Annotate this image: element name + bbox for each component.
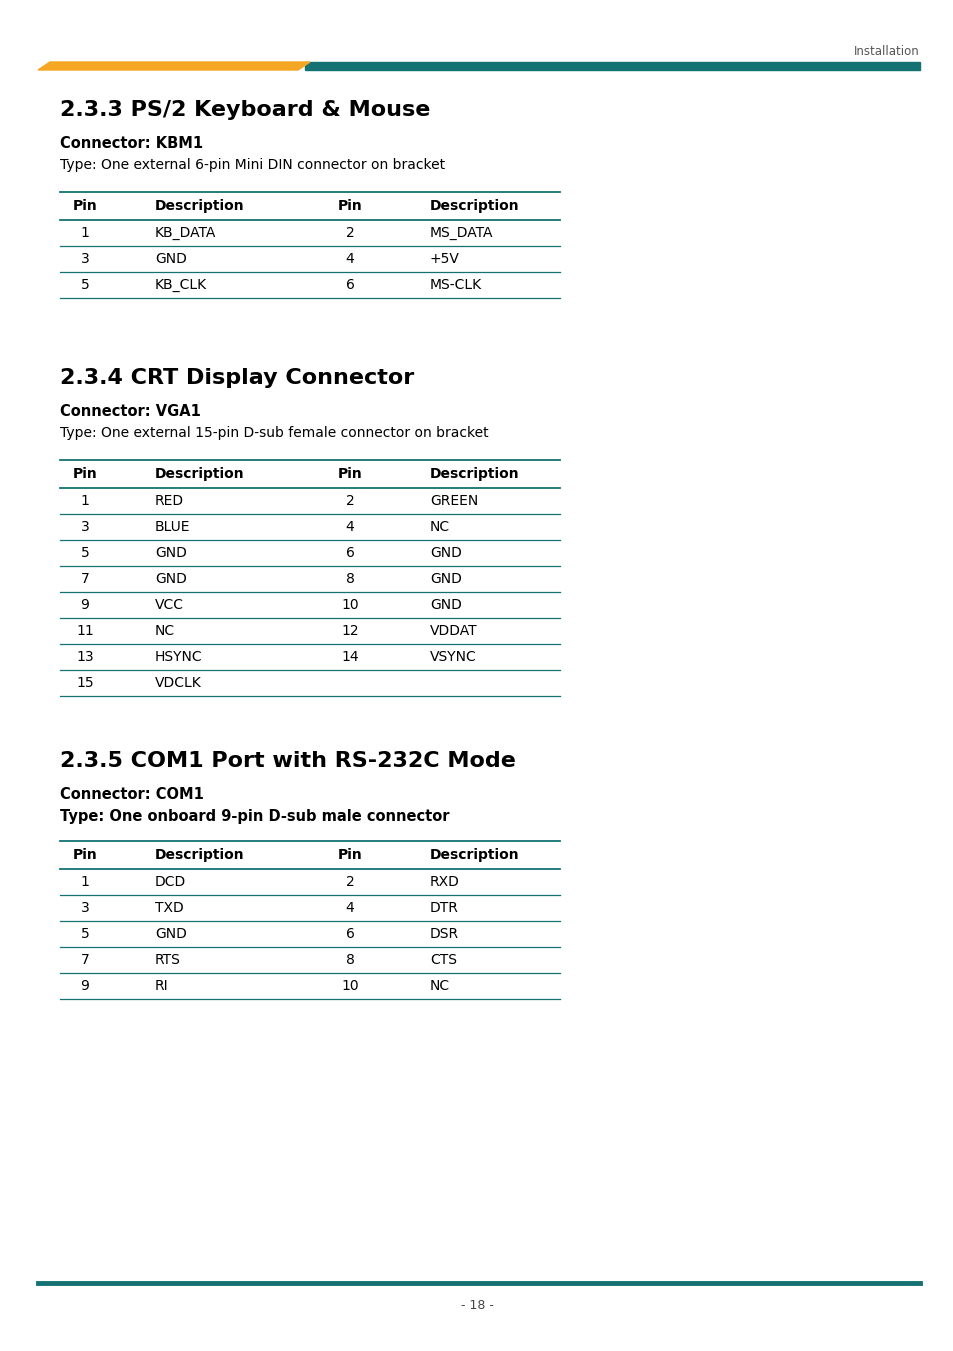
Text: Connector: COM1: Connector: COM1 <box>60 788 204 802</box>
Text: VSYNC: VSYNC <box>430 650 476 663</box>
Text: 8: 8 <box>345 952 355 967</box>
Text: 10: 10 <box>341 979 358 993</box>
Text: Description: Description <box>430 199 519 213</box>
Text: KB_CLK: KB_CLK <box>154 278 207 292</box>
Text: 2.3.3 PS/2 Keyboard & Mouse: 2.3.3 PS/2 Keyboard & Mouse <box>60 100 430 120</box>
Text: KB_DATA: KB_DATA <box>154 226 216 240</box>
Text: Type: One external 6-pin Mini DIN connector on bracket: Type: One external 6-pin Mini DIN connec… <box>60 158 445 172</box>
Text: VDCLK: VDCLK <box>154 676 201 690</box>
Text: - 18 -: - 18 - <box>460 1300 493 1312</box>
Text: 5: 5 <box>81 546 90 561</box>
Text: +5V: +5V <box>430 253 459 266</box>
Text: Description: Description <box>430 848 519 862</box>
Text: NC: NC <box>430 520 450 534</box>
Text: MS-CLK: MS-CLK <box>430 278 481 292</box>
Text: 6: 6 <box>345 546 355 561</box>
Text: DTR: DTR <box>430 901 458 915</box>
Text: 1: 1 <box>80 494 90 508</box>
Text: 9: 9 <box>80 979 90 993</box>
Text: 11: 11 <box>76 624 93 638</box>
Polygon shape <box>38 62 310 70</box>
Text: MS_DATA: MS_DATA <box>430 226 493 240</box>
Text: 1: 1 <box>80 875 90 889</box>
Text: NC: NC <box>154 624 175 638</box>
Text: BLUE: BLUE <box>154 520 191 534</box>
Text: 7: 7 <box>81 952 90 967</box>
Text: 6: 6 <box>345 927 355 942</box>
Text: 6: 6 <box>345 278 355 292</box>
Text: Installation: Installation <box>853 45 919 58</box>
Text: Type: One onboard 9-pin D-sub male connector: Type: One onboard 9-pin D-sub male conne… <box>60 809 449 824</box>
Text: TXD: TXD <box>154 901 184 915</box>
Text: 4: 4 <box>345 253 354 266</box>
Text: GND: GND <box>430 598 461 612</box>
Text: RXD: RXD <box>430 875 459 889</box>
Text: Pin: Pin <box>72 199 97 213</box>
Text: Type: One external 15-pin D-sub female connector on bracket: Type: One external 15-pin D-sub female c… <box>60 426 488 440</box>
Text: VDDAT: VDDAT <box>430 624 477 638</box>
Text: 2: 2 <box>345 494 354 508</box>
Text: 3: 3 <box>81 901 90 915</box>
Text: Description: Description <box>154 848 244 862</box>
Text: Description: Description <box>154 467 244 481</box>
Text: Pin: Pin <box>337 467 362 481</box>
Text: 9: 9 <box>80 598 90 612</box>
Text: DSR: DSR <box>430 927 458 942</box>
Text: GREEN: GREEN <box>430 494 477 508</box>
Text: Description: Description <box>430 467 519 481</box>
Text: 10: 10 <box>341 598 358 612</box>
Text: 5: 5 <box>81 927 90 942</box>
Text: 2.3.5 COM1 Port with RS-232C Mode: 2.3.5 COM1 Port with RS-232C Mode <box>60 751 516 771</box>
Text: GND: GND <box>430 546 461 561</box>
Text: 3: 3 <box>81 520 90 534</box>
Text: GND: GND <box>154 571 187 586</box>
Text: RED: RED <box>154 494 184 508</box>
Text: 3: 3 <box>81 253 90 266</box>
Text: 2.3.4 CRT Display Connector: 2.3.4 CRT Display Connector <box>60 367 414 388</box>
Text: Pin: Pin <box>337 848 362 862</box>
Text: Pin: Pin <box>72 467 97 481</box>
Text: 12: 12 <box>341 624 358 638</box>
Text: 13: 13 <box>76 650 93 663</box>
Text: Description: Description <box>154 199 244 213</box>
Text: 4: 4 <box>345 901 354 915</box>
Text: Pin: Pin <box>337 199 362 213</box>
Text: VCC: VCC <box>154 598 184 612</box>
Text: CTS: CTS <box>430 952 456 967</box>
Text: 14: 14 <box>341 650 358 663</box>
Text: RI: RI <box>154 979 169 993</box>
Text: 15: 15 <box>76 676 93 690</box>
Text: GND: GND <box>154 546 187 561</box>
Text: 2: 2 <box>345 226 354 240</box>
Text: GND: GND <box>154 253 187 266</box>
Text: DCD: DCD <box>154 875 186 889</box>
Text: 1: 1 <box>80 226 90 240</box>
Text: Connector: VGA1: Connector: VGA1 <box>60 404 201 419</box>
Text: 4: 4 <box>345 520 354 534</box>
Text: 8: 8 <box>345 571 355 586</box>
Text: NC: NC <box>430 979 450 993</box>
Text: GND: GND <box>154 927 187 942</box>
Text: Pin: Pin <box>72 848 97 862</box>
Text: Connector: KBM1: Connector: KBM1 <box>60 136 203 151</box>
Text: HSYNC: HSYNC <box>154 650 202 663</box>
Text: RTS: RTS <box>154 952 181 967</box>
Text: 2: 2 <box>345 875 354 889</box>
Text: 5: 5 <box>81 278 90 292</box>
Bar <box>305 62 919 70</box>
Text: 7: 7 <box>81 571 90 586</box>
Text: GND: GND <box>430 571 461 586</box>
